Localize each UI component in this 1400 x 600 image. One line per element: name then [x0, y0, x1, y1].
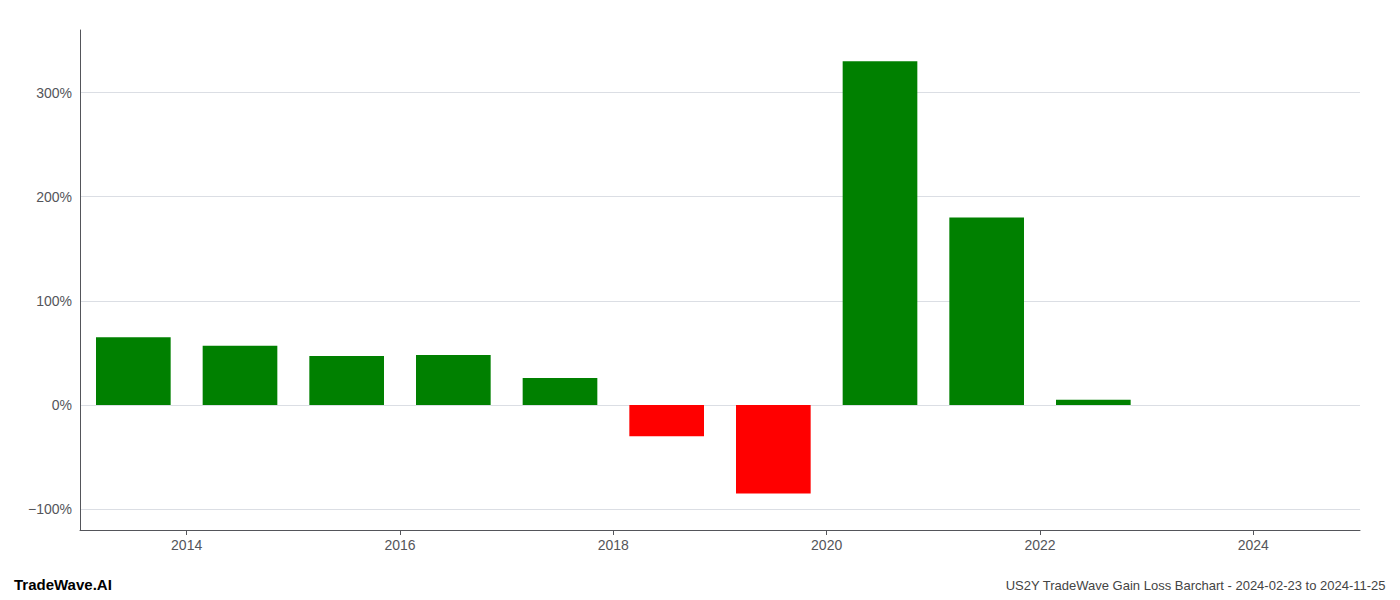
svg-text:2020: 2020	[811, 537, 842, 553]
svg-text:2024: 2024	[1238, 537, 1269, 553]
svg-text:100%: 100%	[36, 293, 72, 309]
svg-text:TradeWave.AI: TradeWave.AI	[14, 576, 112, 593]
svg-text:2018: 2018	[598, 537, 629, 553]
svg-text:300%: 300%	[36, 85, 72, 101]
svg-text:2022: 2022	[1024, 537, 1055, 553]
svg-text:−100%: −100%	[28, 501, 72, 517]
svg-text:2016: 2016	[384, 537, 415, 553]
svg-text:0%: 0%	[52, 397, 72, 413]
svg-text:US2Y TradeWave Gain Loss Barch: US2Y TradeWave Gain Loss Barchart - 2024…	[1006, 578, 1386, 593]
svg-text:2014: 2014	[171, 537, 202, 553]
svg-text:200%: 200%	[36, 189, 72, 205]
